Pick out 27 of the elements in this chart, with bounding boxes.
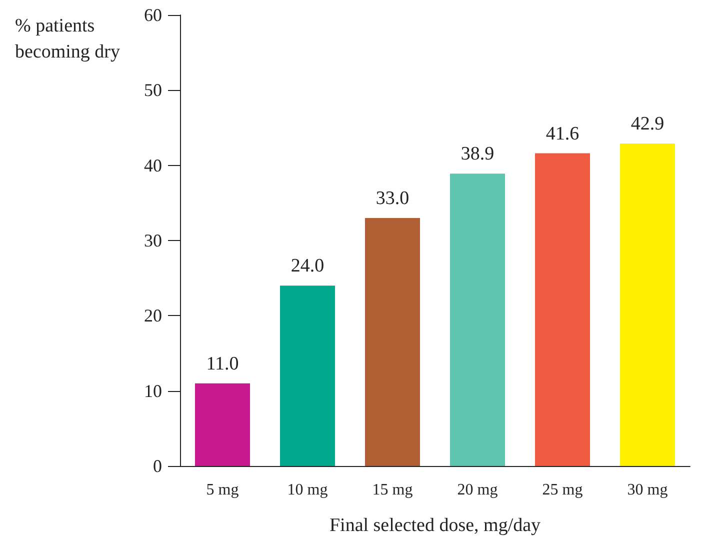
data-label: 41.6 — [546, 123, 580, 144]
y-axis-title: % patients becoming dry — [15, 16, 120, 62]
x-tick-label: 15 mg — [372, 482, 413, 498]
bar — [195, 383, 250, 466]
bar — [535, 153, 590, 466]
bar — [365, 218, 420, 466]
y-tick-label: 60 — [144, 5, 162, 25]
x-tick-label: 10 mg — [287, 482, 328, 498]
data-label: 33.0 — [376, 188, 410, 209]
y-tick-label: 40 — [144, 155, 162, 176]
data-label: 24.0 — [290, 256, 324, 277]
y-tick-label: 0 — [153, 456, 162, 476]
y-tick-label: 10 — [144, 380, 162, 401]
x-tick-label: 30 mg — [627, 482, 668, 498]
bar — [620, 144, 675, 466]
x-axis-title: Final selected dose, mg/day — [329, 515, 542, 536]
x-tick-label: 20 mg — [457, 482, 498, 498]
x-tick-label: 5 mg — [206, 482, 239, 498]
y-tick-label: 50 — [144, 80, 162, 100]
y-tick-label: 20 — [144, 306, 162, 326]
data-label: 11.0 — [206, 353, 239, 374]
bar — [450, 174, 505, 466]
data-label: 38.9 — [460, 144, 494, 165]
bar — [280, 286, 335, 466]
data-label: 42.9 — [630, 114, 664, 135]
y-tick-label: 30 — [144, 230, 162, 250]
x-tick-label: 25 mg — [542, 482, 583, 498]
